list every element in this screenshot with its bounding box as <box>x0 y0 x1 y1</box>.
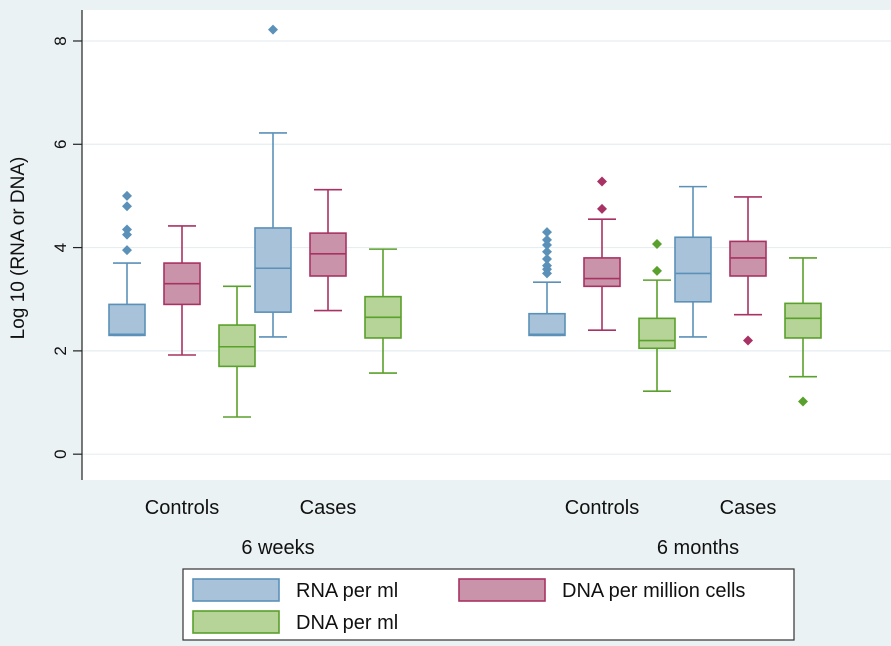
box-body <box>108 303 146 337</box>
outlier-point <box>542 234 552 245</box>
box-dna_cells <box>163 225 201 356</box>
outlier-point <box>542 227 552 238</box>
outlier-point <box>122 190 132 201</box>
box-rna <box>108 190 146 337</box>
outlier-point <box>798 396 808 407</box>
outlier-point <box>542 240 552 250</box>
box-rna <box>254 24 292 338</box>
category-label: Cases <box>300 497 357 519</box>
legend-label: DNA per million cells <box>562 580 745 602</box>
boxes <box>108 24 822 418</box>
legend-item-dna_cells: DNA per million cells <box>458 578 745 602</box>
category-labels: Controls Cases 6 weeks Controls Cases 6 month… <box>145 497 777 559</box>
legend-swatch <box>458 578 546 602</box>
outlier-point <box>542 246 552 257</box>
box-dna_ml <box>784 257 822 407</box>
category-label: Cases <box>720 497 777 519</box>
y-tick-label: 8 <box>51 36 70 45</box>
box-rna <box>528 227 566 337</box>
y-tick-label: 6 <box>51 140 70 149</box>
legend: RNA per ml DNA per million cells DNA per m… <box>182 568 795 641</box>
plot-area <box>82 10 891 480</box>
outlier-point <box>597 176 607 187</box>
y-tick-label: 0 <box>51 449 70 458</box>
outlier-point <box>122 201 132 212</box>
box-dna_ml <box>218 285 256 418</box>
y-tick-label: 4 <box>51 243 70 252</box>
box-rna <box>674 185 712 338</box>
outlier-point <box>597 203 607 214</box>
box-dna_cells <box>729 196 767 346</box>
legend-swatch <box>192 610 280 634</box>
box-dna_ml <box>638 238 676 392</box>
outlier-point <box>743 335 753 346</box>
category-label: Controls <box>565 497 639 519</box>
legend-label: DNA per ml <box>296 612 398 634</box>
y-axis-ticks: 0 2 4 6 8 <box>51 36 82 459</box>
box-dna_ml <box>364 248 402 374</box>
legend-item-rna: RNA per ml <box>192 578 398 602</box>
group-label: 6 months <box>657 537 739 559</box>
box-dna_cells <box>583 176 621 332</box>
box-body <box>638 317 676 350</box>
outlier-point <box>268 24 278 35</box>
outlier-point <box>122 224 132 235</box>
outlier-point <box>542 253 552 264</box>
box-body <box>218 324 256 368</box>
legend-item-dna_ml: DNA per ml <box>192 610 398 634</box>
y-axis-title: Log 10 (RNA or DNA) <box>8 157 29 340</box>
y-tick-label: 2 <box>51 346 70 355</box>
box-body <box>674 236 712 303</box>
legend-label: RNA per ml <box>296 580 398 602</box>
outlier-point <box>652 238 662 249</box>
outlier-point <box>122 229 132 240</box>
outlier-point <box>652 265 662 276</box>
outlier-point <box>542 260 552 271</box>
box-body <box>254 227 292 313</box>
box-body <box>784 302 822 339</box>
outlier-point <box>122 245 132 256</box>
box-body <box>528 312 566 337</box>
legend-swatch <box>192 578 280 602</box>
box-dna_cells <box>309 188 347 312</box>
box-body <box>583 257 621 288</box>
category-label: Controls <box>145 497 219 519</box>
group-label: 6 weeks <box>241 537 314 559</box>
